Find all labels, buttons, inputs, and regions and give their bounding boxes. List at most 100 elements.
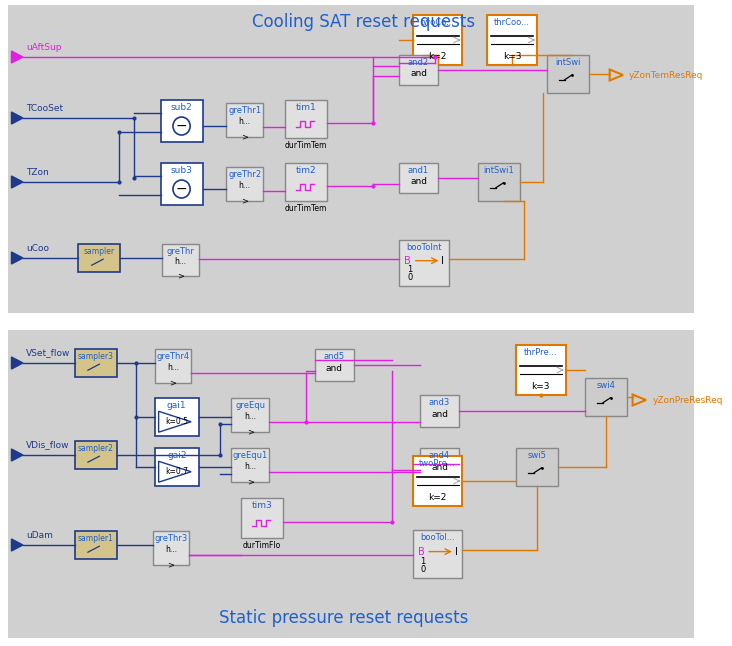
Text: −: − <box>176 182 187 196</box>
Text: and3: and3 <box>429 398 450 407</box>
Text: h...: h... <box>167 362 179 371</box>
Text: intSwi: intSwi <box>555 58 580 67</box>
Text: TCooSet: TCooSet <box>26 103 63 112</box>
Text: uDam: uDam <box>26 530 53 539</box>
Text: I: I <box>455 547 458 557</box>
Bar <box>516 448 558 486</box>
Text: sampler1: sampler1 <box>78 534 113 543</box>
Text: booTol...: booTol... <box>420 533 455 542</box>
Bar <box>285 100 326 138</box>
Bar <box>75 441 116 469</box>
Text: greThr3: greThr3 <box>154 534 187 543</box>
Bar <box>78 244 120 272</box>
Bar <box>285 163 326 201</box>
Polygon shape <box>159 412 191 432</box>
Text: and: and <box>431 410 448 419</box>
Bar <box>154 398 199 436</box>
Polygon shape <box>12 539 23 551</box>
Bar <box>547 55 589 93</box>
Text: >: > <box>241 196 248 205</box>
Text: swi4: swi4 <box>597 381 616 390</box>
Text: and: and <box>410 176 427 185</box>
Text: and4: and4 <box>429 451 450 460</box>
Text: durTimFlo: durTimFlo <box>243 541 281 550</box>
Text: h...: h... <box>239 180 250 189</box>
Bar <box>160 100 203 142</box>
Polygon shape <box>12 252 23 264</box>
Text: sampler2: sampler2 <box>78 444 113 453</box>
Text: gai2: gai2 <box>167 451 187 460</box>
Bar <box>231 398 269 432</box>
Bar <box>241 498 283 538</box>
Text: tim3: tim3 <box>252 501 272 510</box>
Text: tim2: tim2 <box>296 166 316 175</box>
Text: swi5: swi5 <box>528 451 547 460</box>
Text: k=3: k=3 <box>531 382 550 391</box>
Text: tim1: tim1 <box>296 103 316 112</box>
Bar <box>516 345 566 395</box>
Text: twoPre...: twoPre... <box>419 459 456 468</box>
Text: yZonPreResReq: yZonPreResReq <box>653 395 723 404</box>
Bar <box>75 531 116 559</box>
Text: uCoo: uCoo <box>26 244 49 253</box>
Text: 0: 0 <box>407 273 412 282</box>
Text: TZon: TZon <box>26 167 48 176</box>
Text: yZonTemResReq: yZonTemResReq <box>629 70 703 79</box>
Text: >: > <box>241 132 248 141</box>
Bar <box>75 349 116 377</box>
Text: and: and <box>326 364 343 373</box>
Text: >: > <box>247 427 254 436</box>
Text: durTimTem: durTimTem <box>285 141 327 150</box>
Text: thrCoo...: thrCoo... <box>494 18 530 27</box>
Text: k=3: k=3 <box>503 52 521 61</box>
Text: and2: and2 <box>408 58 429 67</box>
Bar <box>413 530 463 578</box>
Bar <box>7 5 694 313</box>
Text: sub3: sub3 <box>171 166 193 175</box>
Text: greEqu: greEqu <box>236 401 266 410</box>
Bar <box>163 244 199 276</box>
Bar <box>413 15 463 65</box>
Text: twoCo...: twoCo... <box>421 18 455 27</box>
Text: and: and <box>410 68 427 78</box>
Text: >: > <box>177 271 184 280</box>
Text: thrPre...: thrPre... <box>524 348 558 357</box>
Bar <box>226 167 263 201</box>
Text: 0: 0 <box>420 565 426 574</box>
Text: gai1: gai1 <box>167 401 187 410</box>
Text: h...: h... <box>244 412 256 421</box>
Text: h...: h... <box>244 461 256 470</box>
Text: 1: 1 <box>407 266 412 275</box>
Text: >: > <box>169 378 176 387</box>
Circle shape <box>173 180 190 198</box>
Text: greThr1: greThr1 <box>228 106 261 115</box>
Bar <box>413 456 463 506</box>
Text: h...: h... <box>165 545 177 554</box>
Bar <box>400 163 438 193</box>
Text: sampler3: sampler3 <box>78 352 113 361</box>
Text: k=0.5: k=0.5 <box>165 417 188 426</box>
Text: sub2: sub2 <box>171 103 193 112</box>
Text: Cooling SAT reset requests: Cooling SAT reset requests <box>252 13 474 31</box>
Text: intSwi1: intSwi1 <box>483 166 514 175</box>
Text: durTimTem: durTimTem <box>285 204 327 213</box>
Text: k=2: k=2 <box>428 493 447 502</box>
Text: k=0.7: k=0.7 <box>165 467 188 476</box>
Text: >: > <box>247 477 254 486</box>
Text: I: I <box>441 256 444 266</box>
Text: −: − <box>176 119 187 133</box>
Bar <box>160 163 203 205</box>
Text: greThr: greThr <box>167 247 195 256</box>
Bar <box>7 330 694 638</box>
Text: greThr2: greThr2 <box>228 170 261 179</box>
Circle shape <box>173 117 190 135</box>
Text: Static pressure reset requests: Static pressure reset requests <box>220 609 468 627</box>
Bar <box>154 349 191 383</box>
Polygon shape <box>12 357 23 369</box>
Bar <box>400 240 449 286</box>
Text: booToInt: booToInt <box>406 243 442 252</box>
Bar <box>420 448 459 480</box>
Bar <box>231 448 269 482</box>
Text: greThr4: greThr4 <box>157 352 190 361</box>
Bar <box>585 378 627 416</box>
